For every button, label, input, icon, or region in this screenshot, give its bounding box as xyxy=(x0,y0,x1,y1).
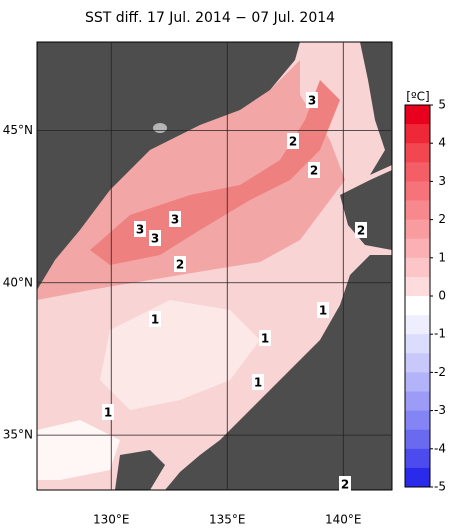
colorbar-segment xyxy=(405,353,430,373)
colorbar-tick-label: -1 xyxy=(434,327,446,341)
contour-label-box xyxy=(149,230,161,246)
colorbar-segment xyxy=(405,276,430,297)
land xyxy=(360,42,392,175)
colorbar-segment xyxy=(405,391,430,412)
contour-label-box xyxy=(259,330,271,346)
colorbar-tick-label: -3 xyxy=(434,403,446,417)
contour-label-box xyxy=(149,311,161,327)
colorbar-tick-label: 1 xyxy=(438,250,446,264)
colorbar-segment xyxy=(405,315,430,335)
contour-label-box xyxy=(252,374,264,390)
contour-label-box xyxy=(169,211,181,227)
lat-tick-label: 45°N xyxy=(3,123,33,137)
contour-label: 3 xyxy=(136,223,144,237)
contour-label: 1 xyxy=(261,332,269,346)
contour-label: 2 xyxy=(357,224,365,238)
colorbar-segment xyxy=(405,238,430,259)
contour-label: 1 xyxy=(254,376,262,390)
lat-tick-label: 35°N xyxy=(3,428,33,442)
contour-label-box xyxy=(174,256,186,272)
lon-tick-label: 135°E xyxy=(209,513,246,527)
map-frame xyxy=(36,41,393,491)
contour-label: 1 xyxy=(319,304,327,318)
contour-label: 3 xyxy=(308,94,316,108)
warm-core xyxy=(90,80,340,265)
contour-label-box xyxy=(317,302,329,318)
colorbar-tick-label: 4 xyxy=(438,136,446,150)
contour-label: 2 xyxy=(176,258,184,272)
colorbar-segment xyxy=(405,448,430,469)
land xyxy=(165,255,392,490)
colorbar-segment xyxy=(405,467,430,488)
map xyxy=(36,41,393,491)
colorbar-unit: [ºC] xyxy=(406,90,429,104)
title: SST diff. 17 Jul. 2014 − 07 Jul. 2014 xyxy=(85,10,335,26)
colorbar-segment xyxy=(405,372,430,392)
colorbar-segment xyxy=(405,143,430,163)
colorbar-tick-label: -5 xyxy=(434,480,446,494)
colorbar-segment xyxy=(405,334,430,354)
land xyxy=(115,450,165,490)
colorbar-segment xyxy=(405,257,430,278)
colorbar: [ºC] xyxy=(406,90,429,104)
colorbar-segment xyxy=(405,124,430,144)
colorbar-tick-label: 0 xyxy=(438,289,446,303)
island xyxy=(153,123,167,133)
contour-label: 1 xyxy=(151,313,159,327)
colorbar-segment xyxy=(405,105,430,125)
colorbar-segment xyxy=(405,410,430,431)
colorbar-segment xyxy=(405,296,430,316)
colorbar-segment xyxy=(405,200,430,221)
contour-label: 3 xyxy=(151,232,159,246)
colorbar-tick-label: -2 xyxy=(434,365,446,379)
contour-label-box xyxy=(339,476,351,492)
land xyxy=(340,170,392,250)
contour-label: 2 xyxy=(289,135,297,149)
colorbar-tick-label: 3 xyxy=(438,174,446,188)
colorbar-tick-label: -4 xyxy=(434,441,446,455)
cool-zone xyxy=(100,300,260,410)
colorbar-segment xyxy=(405,162,430,182)
land xyxy=(37,42,300,290)
lat-tick-label: 40°N xyxy=(3,275,33,289)
lon-tick-label: 140°E xyxy=(325,513,362,527)
contour-label-box xyxy=(287,133,299,149)
contour-label-box xyxy=(355,222,367,238)
contour-label: 2 xyxy=(310,164,318,178)
colorbar-segment xyxy=(405,429,430,450)
contour-label-box xyxy=(102,404,114,420)
contour-label: 3 xyxy=(171,213,179,227)
colorbar-segment xyxy=(405,219,430,240)
contour-label: 2 xyxy=(341,478,349,492)
contour-label-box xyxy=(306,92,318,108)
lon-tick-label: 130°E xyxy=(93,513,130,527)
colorbar-segment xyxy=(405,181,430,201)
colorbar-tick-label: 5 xyxy=(438,98,446,112)
colorbar-tick-label: 2 xyxy=(438,212,446,226)
contour-label-box xyxy=(308,162,320,178)
contour-label-box xyxy=(134,221,146,237)
contour-label: 1 xyxy=(104,406,112,420)
